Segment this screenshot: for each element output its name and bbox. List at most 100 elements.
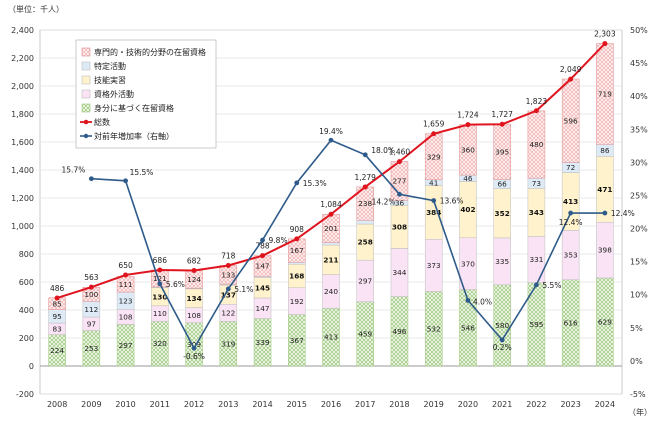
segment-value-label: 297 [358, 277, 372, 286]
stacked-bars [48, 43, 614, 367]
y2-tick-label: 50% [630, 26, 648, 35]
segment-value-label: 402 [460, 205, 475, 214]
growth-rate-label: 5.6% [166, 280, 185, 289]
total-value-label: 788 [255, 242, 270, 251]
y-tick-label: 1,200 [11, 194, 34, 203]
total-value-label: 563 [84, 273, 99, 282]
total-point [225, 262, 231, 268]
segment-value-label: 192 [290, 297, 304, 306]
segment-value-label: 111 [119, 280, 133, 289]
y-tick-label: 1,800 [11, 110, 34, 119]
total-value-label: 682 [187, 257, 202, 266]
segment-value-label: 496 [393, 327, 407, 336]
segment-value-label: 343 [529, 208, 544, 217]
total-point [123, 272, 129, 278]
segment-value-label: 124 [187, 275, 201, 284]
growth-rate-point [123, 178, 128, 184]
x-tick-label: 2015 [287, 400, 307, 409]
y2-tick-label: 30% [630, 158, 648, 167]
growth-rate-point [294, 180, 300, 186]
segment-value-label: 100 [84, 290, 98, 299]
segment-value-label: 167 [290, 246, 304, 255]
segment-value-label: 73 [532, 179, 542, 188]
y-axis-ticks: -200 0 200 400 600 800 1,000 1,200 1,400 1,600 1,8… [11, 26, 34, 399]
segment-value-label: 319 [221, 339, 235, 348]
segment-value-label: 97 [87, 319, 97, 328]
segment-value-label: 201 [324, 224, 338, 233]
segment-value-label: 123 [119, 296, 133, 305]
segment-value-label: 395 [495, 147, 509, 156]
segment-value-label: 277 [393, 176, 407, 185]
y2-tick-label: 45% [630, 59, 648, 68]
segment-value-label: 398 [598, 246, 612, 255]
y2-tick-label: 20% [630, 225, 648, 234]
bar-segment [322, 242, 340, 246]
growth-rate-label: 15.3% [303, 179, 327, 188]
growth-rate-label: 13.6% [440, 197, 464, 206]
segment-value-label: 413 [563, 197, 578, 206]
segment-value-label: 83 [52, 324, 62, 333]
segment-value-label: 86 [600, 146, 610, 155]
segment-value-label: 331 [529, 255, 543, 264]
growth-rate-point [602, 210, 608, 216]
segment-value-label: 211 [323, 255, 338, 264]
total-value-label: 686 [153, 256, 168, 265]
growth-rate-point [362, 152, 368, 158]
total-point [362, 184, 368, 190]
segment-value-label: 121 [153, 274, 167, 283]
legend: 専門的・技術的分野の在留資格特定活動技能実習資格外活動身分に基づく在留資格総数対… [75, 39, 217, 149]
segment-value-label: 253 [84, 344, 98, 353]
segment-value-label: 329 [427, 152, 441, 161]
y-tick-label: 2,400 [11, 26, 34, 35]
segment-value-label: 46 [463, 174, 473, 183]
legend-label: 特定活動 [94, 61, 126, 71]
segment-value-label: 719 [598, 90, 612, 99]
y-tick-label: 1,000 [11, 222, 34, 231]
segment-value-label: 373 [427, 261, 441, 270]
x-tick-label: 2016 [321, 400, 341, 409]
y-tick-label: 1,400 [11, 166, 34, 175]
legend-label: 専門的・技術的分野の在留資格 [94, 47, 206, 57]
total-value-label: 2,049 [560, 65, 582, 74]
x-tick-label: 2024 [595, 400, 615, 409]
y2-tick-label: 5% [630, 324, 643, 333]
segment-value-label: 339 [256, 338, 270, 347]
growth-rate-label: 14.2% [372, 197, 396, 206]
segment-value-label: 72 [566, 163, 575, 172]
growth-rate-point [534, 282, 539, 288]
segment-value-label: 370 [461, 259, 475, 268]
legend-swatch [81, 75, 91, 85]
segment-value-label: 147 [256, 262, 270, 271]
growth-rate-label: 5.1% [234, 285, 253, 294]
total-point [533, 108, 539, 114]
legend-label: 総数 [94, 117, 110, 127]
segment-value-label: 238 [358, 199, 372, 208]
segment-value-label: 122 [221, 308, 235, 317]
y-tick-label: 800 [19, 250, 34, 259]
growth-rate-label: 5.5% [542, 281, 561, 290]
legend-swatch [81, 61, 91, 71]
total-point [157, 267, 163, 273]
segment-value-label: 309 [187, 340, 201, 349]
total-value-label: 486 [50, 284, 65, 293]
segment-value-label: 108 [119, 312, 133, 321]
segment-value-label: 130 [152, 292, 167, 301]
y2-tick-label: 40% [630, 92, 648, 101]
y2-tick-label: 0% [630, 357, 643, 366]
growth-rate-label: 12.4% [611, 209, 635, 218]
x-tick-label: 2023 [560, 400, 580, 409]
segment-value-label: 41 [429, 178, 438, 187]
x-tick-label: 2009 [81, 400, 101, 409]
y-tick-label: 1,600 [11, 138, 34, 147]
segment-value-label: 137 [221, 290, 236, 299]
x-tick-label: 2019 [424, 400, 444, 409]
segment-value-label: 384 [426, 208, 441, 217]
legend-label: 身分に基づく在留資格 [94, 103, 174, 113]
segment-value-label: 360 [461, 145, 475, 154]
growth-rate-point [568, 210, 574, 216]
growth-rate-label: 19.4% [319, 127, 343, 136]
x-axis-ticks: 2008 2009 2010 2011 2012 2013 2014 2015 2016 2017… [47, 400, 615, 409]
total-point [431, 131, 437, 137]
